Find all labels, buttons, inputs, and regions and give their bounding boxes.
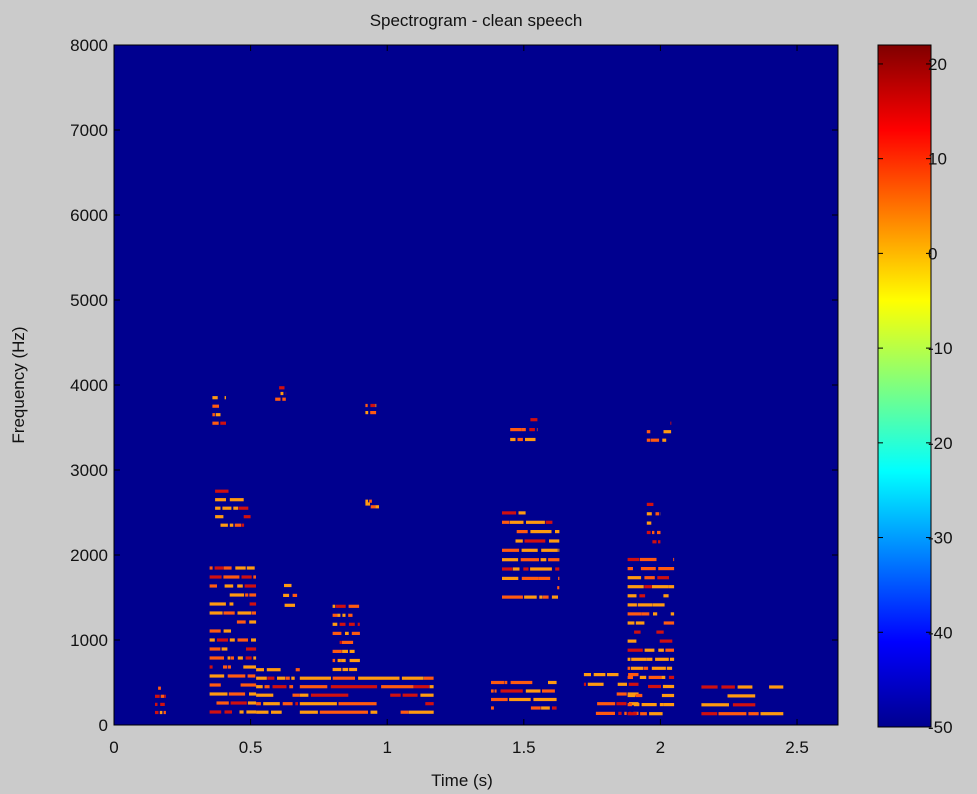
x-tick-label: 0: [109, 738, 118, 757]
speech-segment: [502, 511, 560, 599]
speech-segment: [275, 386, 287, 401]
speech-segment: [646, 421, 672, 442]
y-tick-label: 0: [99, 716, 108, 735]
x-axis: 0 0.5 1 1.5 2 2.5: [109, 45, 809, 757]
colorbar-axis: 20 10 0 -10 -20 -30 -40 -50: [878, 55, 953, 737]
speech-energy-layer: [155, 386, 784, 716]
x-tick-label: 1: [382, 738, 391, 757]
x-tick-label: 2: [656, 738, 665, 757]
y-axis-label: Frequency (Hz): [9, 326, 28, 443]
colorbar-tick-label: 20: [928, 55, 947, 74]
y-tick-label: 7000: [70, 121, 108, 140]
y-tick-label: 2000: [70, 546, 108, 565]
y-tick-label: 1000: [70, 631, 108, 650]
plot-area: [113, 44, 839, 726]
y-tick-label: 8000: [70, 36, 108, 55]
colorbar-tick-label: -40: [928, 623, 953, 642]
colorbar-tick-label: 10: [928, 150, 947, 169]
speech-segment: [646, 502, 661, 544]
colorbar: [877, 44, 932, 728]
speech-segment: [299, 676, 434, 714]
x-axis-label: Time (s): [431, 771, 493, 790]
speech-segment: [701, 685, 784, 716]
y-axis: 0 1000 2000 3000 4000 5000 6000 7000 8000: [70, 36, 838, 735]
colorbar-tick-label: -30: [928, 529, 953, 548]
colorbar-tick-label: -10: [928, 339, 953, 358]
x-tick-label: 0.5: [239, 738, 263, 757]
speech-segment: [155, 686, 166, 715]
speech-segment: [365, 499, 379, 509]
speech-segment: [365, 403, 377, 415]
speech-segment: [212, 396, 226, 425]
speech-segment: [510, 418, 538, 442]
speech-segment: [491, 680, 557, 710]
x-tick-label: 1.5: [512, 738, 536, 757]
colorbar-tick-label: -20: [928, 434, 953, 453]
speech-segment: [209, 566, 257, 714]
x-tick-label: 2.5: [785, 738, 809, 757]
speech-segment: [256, 668, 300, 714]
y-tick-label: 6000: [70, 206, 108, 225]
y-tick-label: 5000: [70, 291, 108, 310]
chart-title: Spectrogram - clean speech: [370, 11, 583, 30]
y-tick-label: 3000: [70, 461, 108, 480]
speech-segment: [283, 583, 298, 607]
colorbar-tick-label: 0: [928, 244, 937, 263]
speech-segment: [627, 557, 675, 716]
y-tick-label: 4000: [70, 376, 108, 395]
colorbar-tick-label: -50: [928, 718, 953, 737]
speech-segment: [215, 489, 251, 527]
speech-segment: [332, 604, 360, 672]
